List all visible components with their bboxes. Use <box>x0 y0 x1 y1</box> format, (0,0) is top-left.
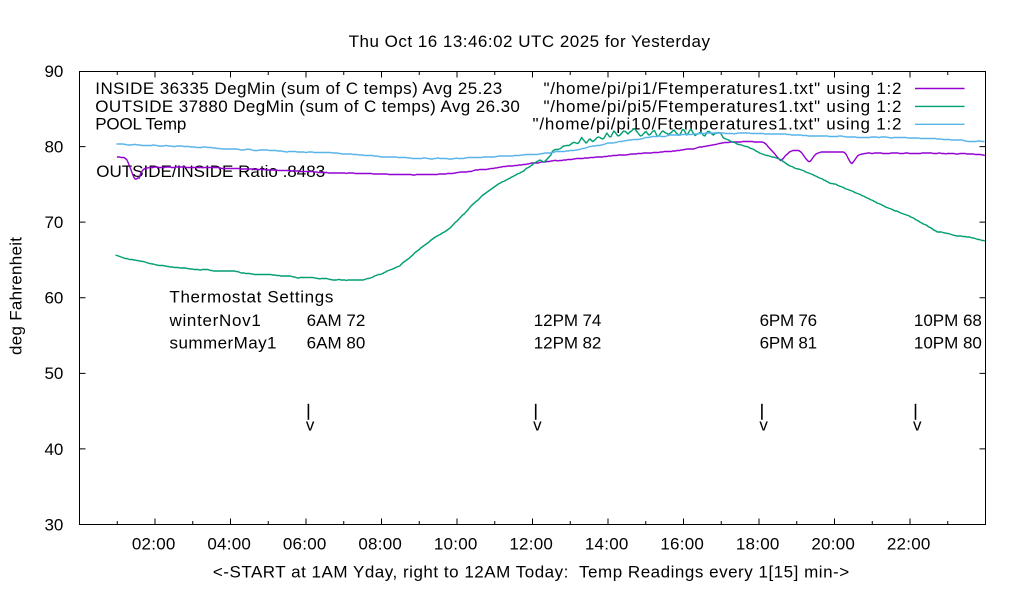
svg-text:6PM 81: 6PM 81 <box>760 334 818 353</box>
svg-text:"/home/pi/pi1/Ftemperatures1.t: "/home/pi/pi1/Ftemperatures1.txt" using … <box>544 79 902 98</box>
svg-text:70: 70 <box>45 213 64 232</box>
svg-text:summerMay1: summerMay1 <box>170 334 277 353</box>
svg-text:Thu Oct 16 13:46:02 UTC 2025 f: Thu Oct 16 13:46:02 UTC 2025 for Yesterd… <box>349 32 711 51</box>
svg-text:v: v <box>306 415 315 434</box>
svg-text:22:00: 22:00 <box>887 535 931 554</box>
svg-text:20:00: 20:00 <box>811 535 855 554</box>
svg-text:30: 30 <box>45 515 64 534</box>
svg-text:INSIDE 36335 DegMin (sum of C: INSIDE 36335 DegMin (sum of C temps) Avg… <box>95 79 502 98</box>
svg-text:Thermostat Settings: Thermostat Settings <box>169 288 333 307</box>
svg-text:16:00: 16:00 <box>660 535 704 554</box>
svg-text:12PM 82: 12PM 82 <box>534 334 602 353</box>
svg-text:10PM 68: 10PM 68 <box>914 311 982 330</box>
svg-text:"/home/pi/pi5/Ftemperatures1.t: "/home/pi/pi5/Ftemperatures1.txt" using … <box>544 97 902 116</box>
svg-text:POOL Temp: POOL Temp <box>95 114 186 133</box>
svg-text:OUTSIDE 37880 DegMin (sum of C: OUTSIDE 37880 DegMin (sum of C temps) Av… <box>95 97 520 116</box>
svg-text:80: 80 <box>45 138 64 157</box>
svg-text:04:00: 04:00 <box>207 535 251 554</box>
svg-text:08:00: 08:00 <box>358 535 402 554</box>
svg-text:02:00: 02:00 <box>132 535 176 554</box>
svg-text:6AM 80: 6AM 80 <box>307 334 366 353</box>
svg-text:v: v <box>759 415 768 434</box>
svg-text:14:00: 14:00 <box>585 535 629 554</box>
svg-text:v: v <box>533 415 542 434</box>
svg-text:6PM 76: 6PM 76 <box>760 311 818 330</box>
svg-text:40: 40 <box>45 440 64 459</box>
svg-text:90: 90 <box>45 62 64 81</box>
svg-text:18:00: 18:00 <box>736 535 780 554</box>
svg-text:06:00: 06:00 <box>283 535 327 554</box>
svg-text:12PM 74: 12PM 74 <box>534 311 602 330</box>
svg-text:OUTSIDE/INSIDE Ratio .8483: OUTSIDE/INSIDE Ratio .8483 <box>96 162 325 181</box>
svg-text:winterNov1: winterNov1 <box>169 311 261 330</box>
svg-text:50: 50 <box>45 364 64 383</box>
svg-text:v: v <box>913 415 922 434</box>
svg-text:deg Fahrenheit: deg Fahrenheit <box>7 237 26 355</box>
svg-text:12:00: 12:00 <box>509 535 553 554</box>
svg-text:<-START at 1AM Yday, right to: <-START at 1AM Yday, right to 12AM Today… <box>213 562 849 581</box>
svg-text:60: 60 <box>45 289 64 308</box>
svg-text:"/home/pi/pi10/Ftemperatures1.: "/home/pi/pi10/Ftemperatures1.txt" using… <box>533 114 902 133</box>
svg-text:10:00: 10:00 <box>434 535 478 554</box>
svg-text:6AM 72: 6AM 72 <box>307 311 366 330</box>
svg-text:10PM 80: 10PM 80 <box>914 334 982 353</box>
